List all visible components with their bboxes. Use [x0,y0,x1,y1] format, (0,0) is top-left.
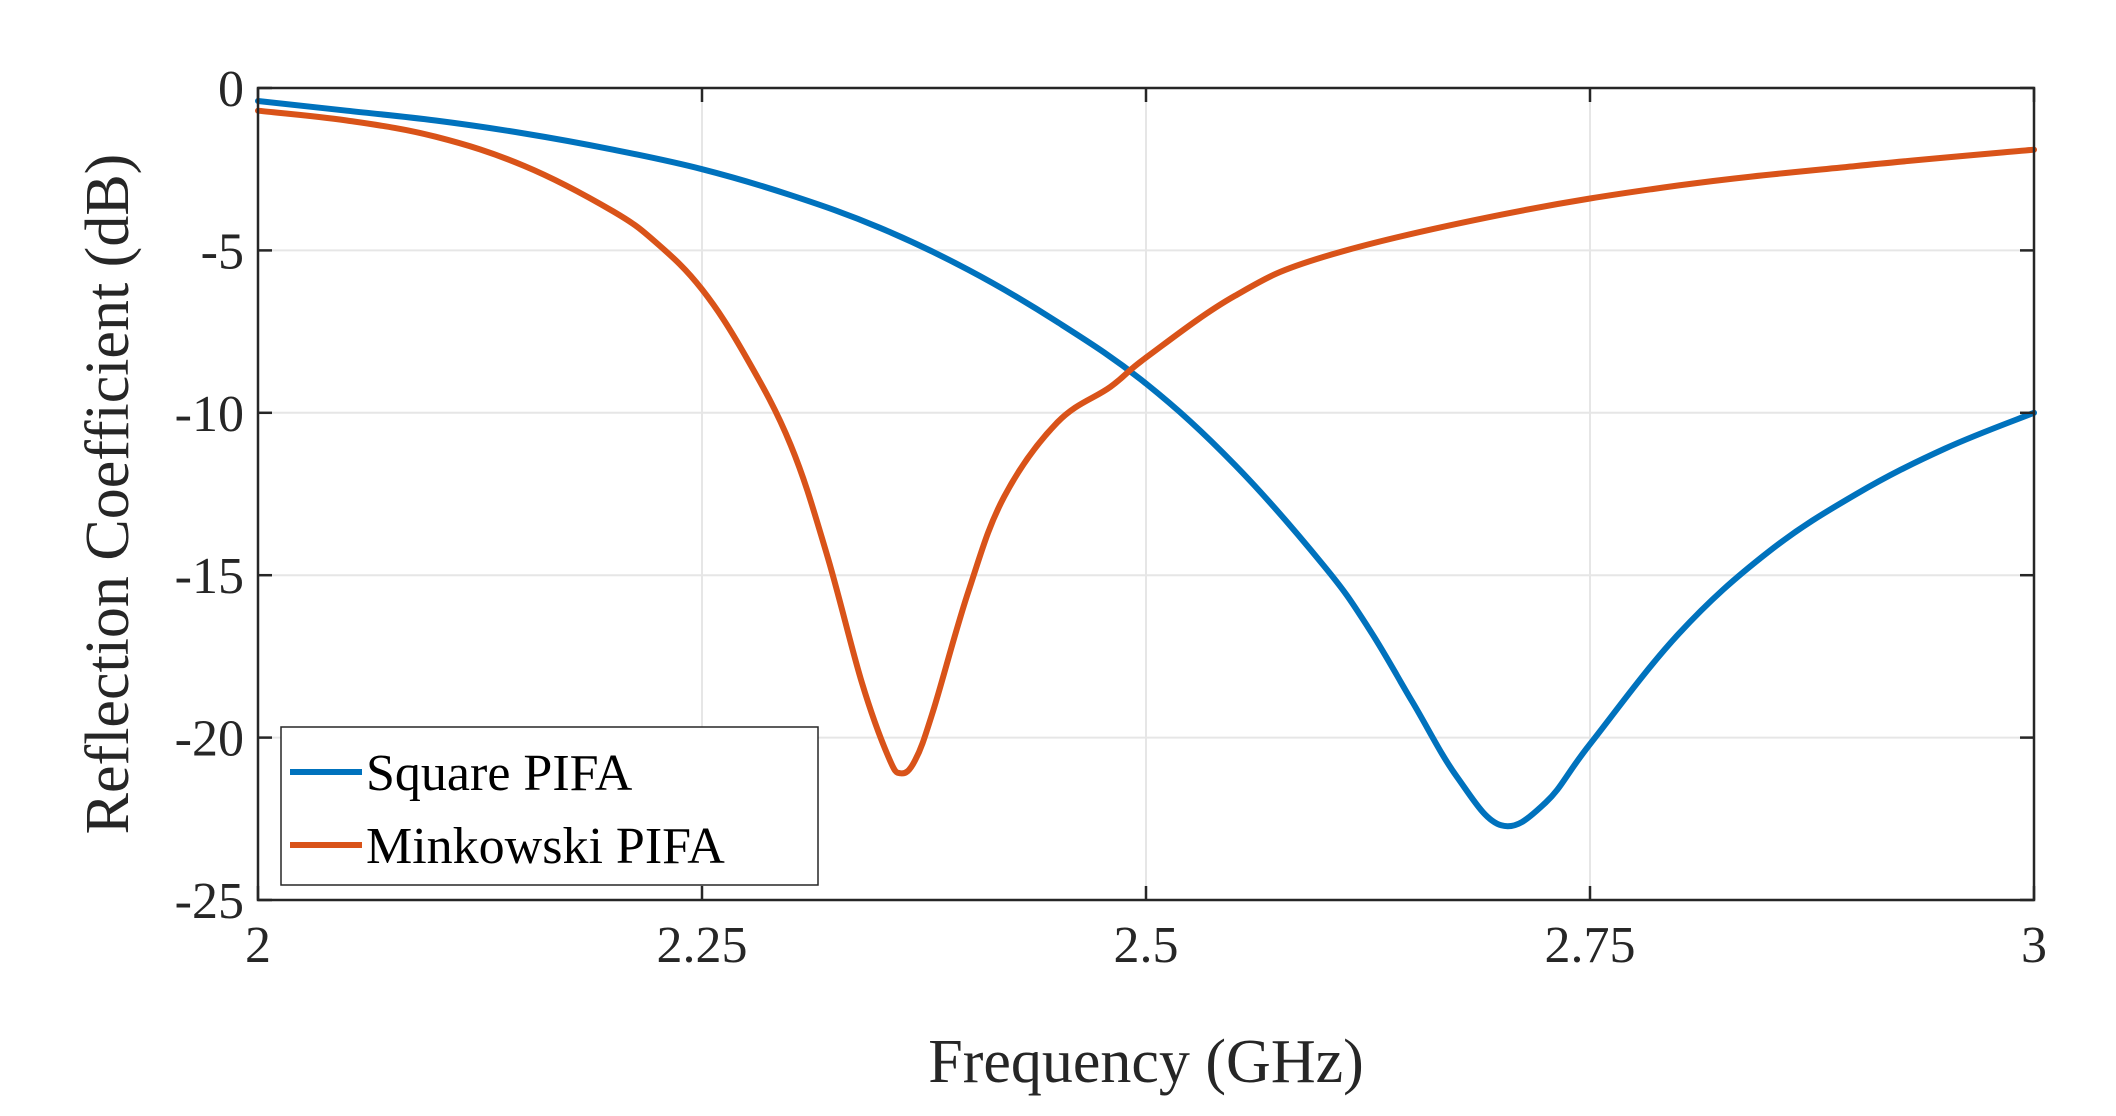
legend-label-square-pifa: Square PIFA [366,745,633,802]
y-tick-label: -25 [175,873,244,930]
x-tick-label: 2.75 [1545,917,1636,974]
legend-box [280,726,819,886]
series-line-minkowski-pifa [255,107,2037,777]
y-tick-label: -10 [175,386,244,443]
tick-labels: 2 2.25 2.5 2.75 3 0 -5 -10 -15 -20 -25 [175,61,2047,974]
legend-label-minkowski-pifa: Minkowski PIFA [366,818,725,875]
x-tick-label: 2.5 [1114,917,1179,974]
y-tick-label: -20 [175,711,244,768]
legend: Square PIFA Minkowski PIFA [280,726,819,886]
x-tick-label: 3 [2021,917,2047,974]
x-tick-label: 2.25 [657,917,748,974]
x-axis-title: Frequency (GHz) [928,1028,1364,1096]
y-tick-label: -5 [201,223,244,280]
y-tick-label: -15 [175,548,244,605]
x-tick-label: 2 [245,917,271,974]
series-layer [255,98,2037,830]
y-tick-label: 0 [218,61,244,118]
y-axis-title: Reflection Coefficient (dB) [74,154,142,835]
series-line-square-pifa [255,98,2037,830]
ticks [256,86,2036,902]
